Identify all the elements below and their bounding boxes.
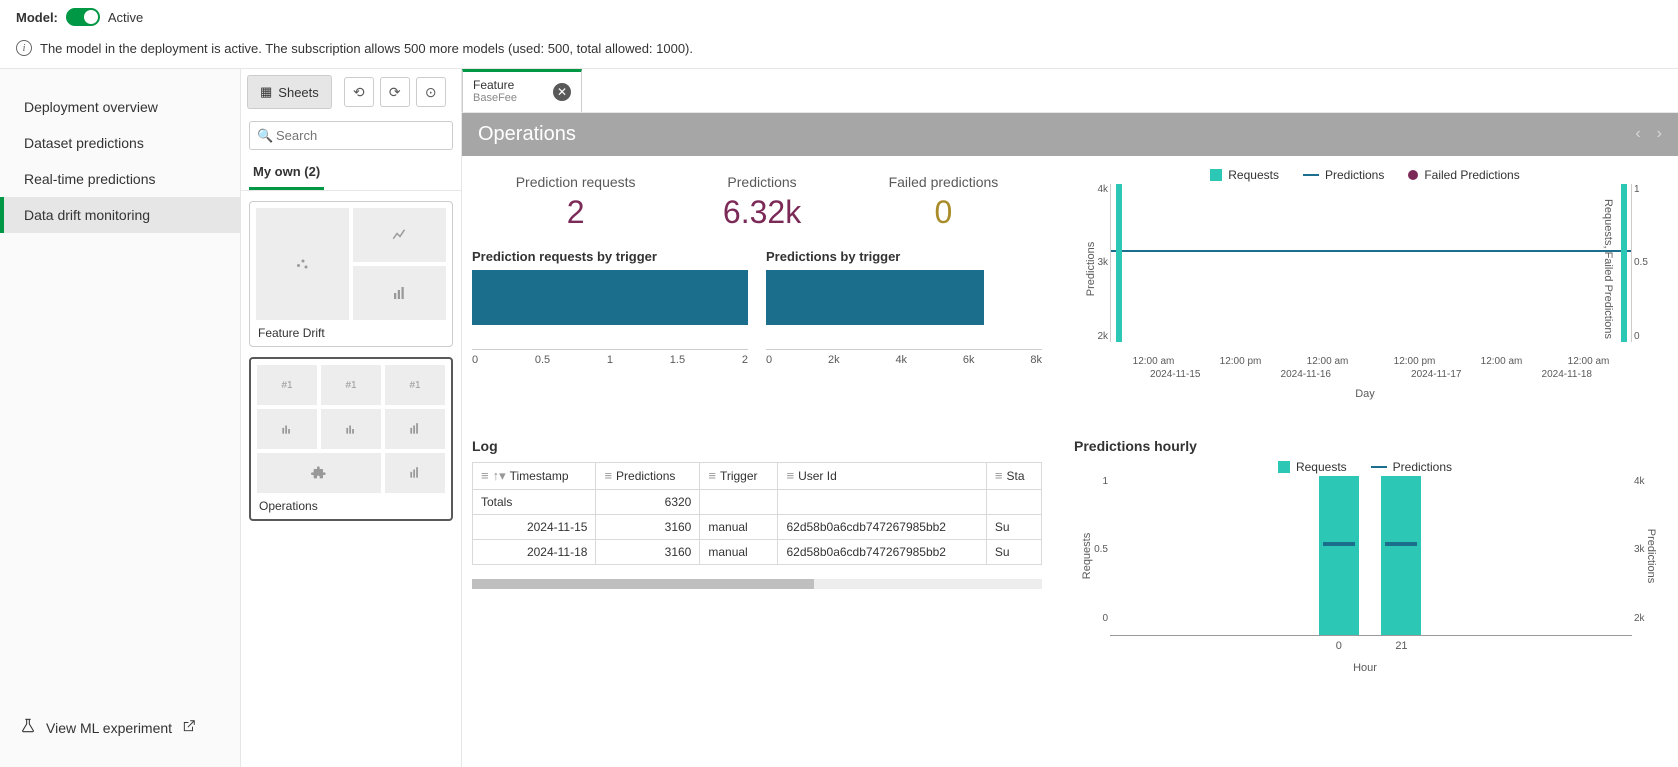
feature-tab-sub: BaseFee: [473, 92, 517, 105]
left-nav: Deployment overview Dataset predictions …: [0, 69, 240, 767]
search-icon: 🔍: [257, 128, 273, 144]
thumb-bar-icon: [353, 266, 446, 320]
nav-deployment-overview[interactable]: Deployment overview: [0, 89, 240, 125]
thumb-bar-icon: [385, 453, 445, 493]
kpi-label: Predictions: [723, 174, 801, 190]
horizontal-scrollbar[interactable]: [472, 579, 1042, 589]
redo-icon[interactable]: ⟳: [380, 77, 410, 107]
table-row[interactable]: 2024-11-153160manual62d58b0a6cdb74726798…: [473, 514, 1042, 539]
flask-icon: [20, 718, 36, 737]
sheet-title: Operations: [257, 493, 445, 513]
ml-link-label: View ML experiment: [46, 720, 172, 736]
sheet-card-feature-drift[interactable]: Feature Drift: [249, 201, 453, 347]
close-icon[interactable]: ✕: [553, 83, 571, 101]
sheets-btn-label: Sheets: [278, 85, 318, 100]
operations-header: Operations ‹ ›: [462, 113, 1678, 156]
nav-realtime-predictions[interactable]: Real-time predictions: [0, 161, 240, 197]
thumb-bar-icon: [257, 409, 317, 449]
nav-data-drift[interactable]: Data drift monitoring: [0, 197, 240, 233]
feature-tab[interactable]: Feature BaseFee ✕: [462, 69, 582, 112]
table-header[interactable]: ≡User Id: [778, 462, 986, 489]
model-label: Model:: [16, 10, 58, 25]
table-header[interactable]: ≡Sta: [986, 462, 1041, 489]
log-table: ≡↑▾Timestamp≡Predictions≡Trigger≡User Id…: [472, 462, 1042, 565]
trigger-chart: Predictions by trigger 02k4k6k8k: [766, 249, 1042, 366]
legend-item[interactable]: Predictions: [1371, 460, 1452, 474]
predictions-hourly-chart: Predictions hourly RequestsPredictions R…: [1062, 438, 1668, 755]
sheets-button[interactable]: ▦ Sheets: [247, 75, 332, 109]
log-title: Log: [472, 438, 1042, 454]
table-header[interactable]: ≡↑▾Timestamp: [473, 462, 596, 489]
legend-item[interactable]: Predictions: [1303, 168, 1384, 182]
x-axis-title: Hour: [1074, 662, 1656, 674]
search-input[interactable]: [249, 121, 453, 150]
table-header[interactable]: ≡Trigger: [700, 462, 778, 489]
prev-sheet-icon[interactable]: ‹: [1635, 125, 1640, 143]
x-axis-title: Day: [1074, 388, 1656, 400]
thumb-kpi-icon: #1: [385, 365, 445, 405]
kpi-failed-predictions: Failed predictions 0: [889, 174, 999, 231]
view-ml-experiment-link[interactable]: View ML experiment: [0, 708, 240, 747]
operations-title: Operations: [478, 123, 576, 146]
info-text: The model in the deployment is active. T…: [40, 41, 693, 56]
kpi-value: 0: [889, 194, 999, 231]
table-row: Totals6320: [473, 489, 1042, 514]
undo-icon[interactable]: ⟲: [344, 77, 374, 107]
thumb-scatter-icon: [256, 208, 349, 320]
legend-item[interactable]: Failed Predictions: [1408, 168, 1519, 182]
external-link-icon: [182, 719, 196, 736]
thumb-puzzle-icon: [257, 453, 381, 493]
feature-tab-label: Feature: [473, 78, 517, 92]
kpi-prediction-requests: Prediction requests 2: [516, 174, 636, 231]
hourly-title: Predictions hourly: [1074, 438, 1656, 454]
info-icon: i: [16, 40, 32, 56]
legend-item[interactable]: Requests: [1278, 460, 1347, 474]
thumb-bar-icon: [321, 409, 381, 449]
thumb-line-icon: [353, 208, 446, 262]
grid-icon: ▦: [260, 84, 272, 100]
table-row[interactable]: 2024-11-183160manual62d58b0a6cdb74726798…: [473, 539, 1042, 564]
predictions-day-chart: RequestsPredictionsFailed Predictions Pr…: [1062, 168, 1668, 428]
next-sheet-icon[interactable]: ›: [1657, 125, 1662, 143]
kpi-value: 6.32k: [723, 194, 801, 231]
sheet-card-operations[interactable]: #1 #1 #1 Operations: [249, 357, 453, 521]
sheets-panel: ▦ Sheets ⟲ ⟳ ⊙ 🔍 My own (2): [240, 69, 462, 767]
thumb-kpi-icon: #1: [321, 365, 381, 405]
legend-item[interactable]: Requests: [1210, 168, 1279, 182]
thumb-kpi-icon: #1: [257, 365, 317, 405]
nav-dataset-predictions[interactable]: Dataset predictions: [0, 125, 240, 161]
trigger-chart: Prediction requests by trigger 00.511.52: [472, 249, 748, 366]
sheet-title: Feature Drift: [256, 320, 446, 340]
table-header[interactable]: ≡Predictions: [596, 462, 700, 489]
kpi-predictions: Predictions 6.32k: [723, 174, 801, 231]
kpi-label: Prediction requests: [516, 174, 636, 190]
focus-icon[interactable]: ⊙: [416, 77, 446, 107]
model-status: Active: [108, 10, 143, 25]
thumb-bar-icon: [385, 409, 445, 449]
tab-my-own[interactable]: My own (2): [249, 156, 324, 190]
kpi-label: Failed predictions: [889, 174, 999, 190]
model-toggle[interactable]: [66, 8, 100, 26]
kpi-value: 2: [516, 194, 636, 231]
